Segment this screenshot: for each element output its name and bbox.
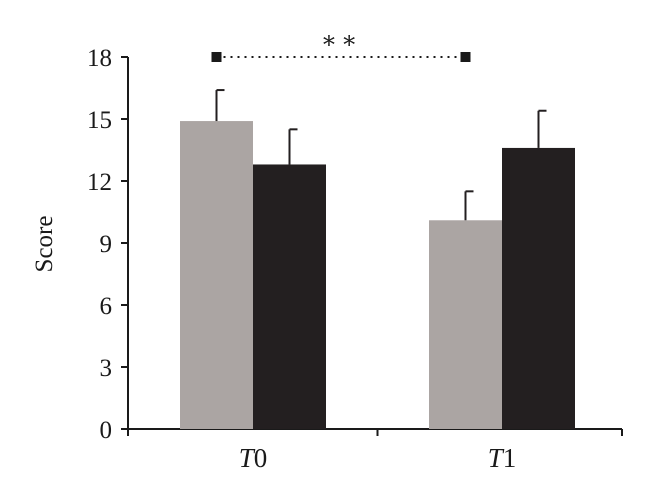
category-label-prefix: T: [488, 443, 505, 473]
y-axis-title: Score: [31, 216, 58, 273]
bar-series-1: [429, 220, 502, 429]
significance-marker: [460, 52, 471, 62]
category-label-prefix: T: [239, 443, 256, 473]
y-tick-label: 9: [100, 231, 113, 258]
category-label-suffix: 1: [503, 443, 517, 473]
bars: [180, 121, 575, 430]
significance-label: ∗∗: [321, 28, 362, 54]
bar-series-2: [253, 164, 326, 429]
category-label: T0: [239, 443, 268, 473]
significance-marker: [211, 52, 222, 62]
category-label: T1: [488, 443, 517, 473]
y-tick-label: 12: [87, 169, 112, 196]
error-bars: [215, 89, 547, 221]
y-tick-label: 15: [87, 107, 112, 134]
bar-series-2: [502, 147, 575, 429]
y-tick-label: 3: [100, 355, 113, 382]
labels: Score: [31, 216, 58, 273]
bar-series-1: [180, 121, 253, 430]
significance-annotation: ∗∗: [211, 28, 471, 62]
y-tick-label: 0: [100, 417, 113, 444]
category-label-suffix: 0: [254, 443, 268, 473]
y-tick-label: 18: [87, 45, 112, 72]
y-tick-label: 6: [100, 293, 113, 320]
